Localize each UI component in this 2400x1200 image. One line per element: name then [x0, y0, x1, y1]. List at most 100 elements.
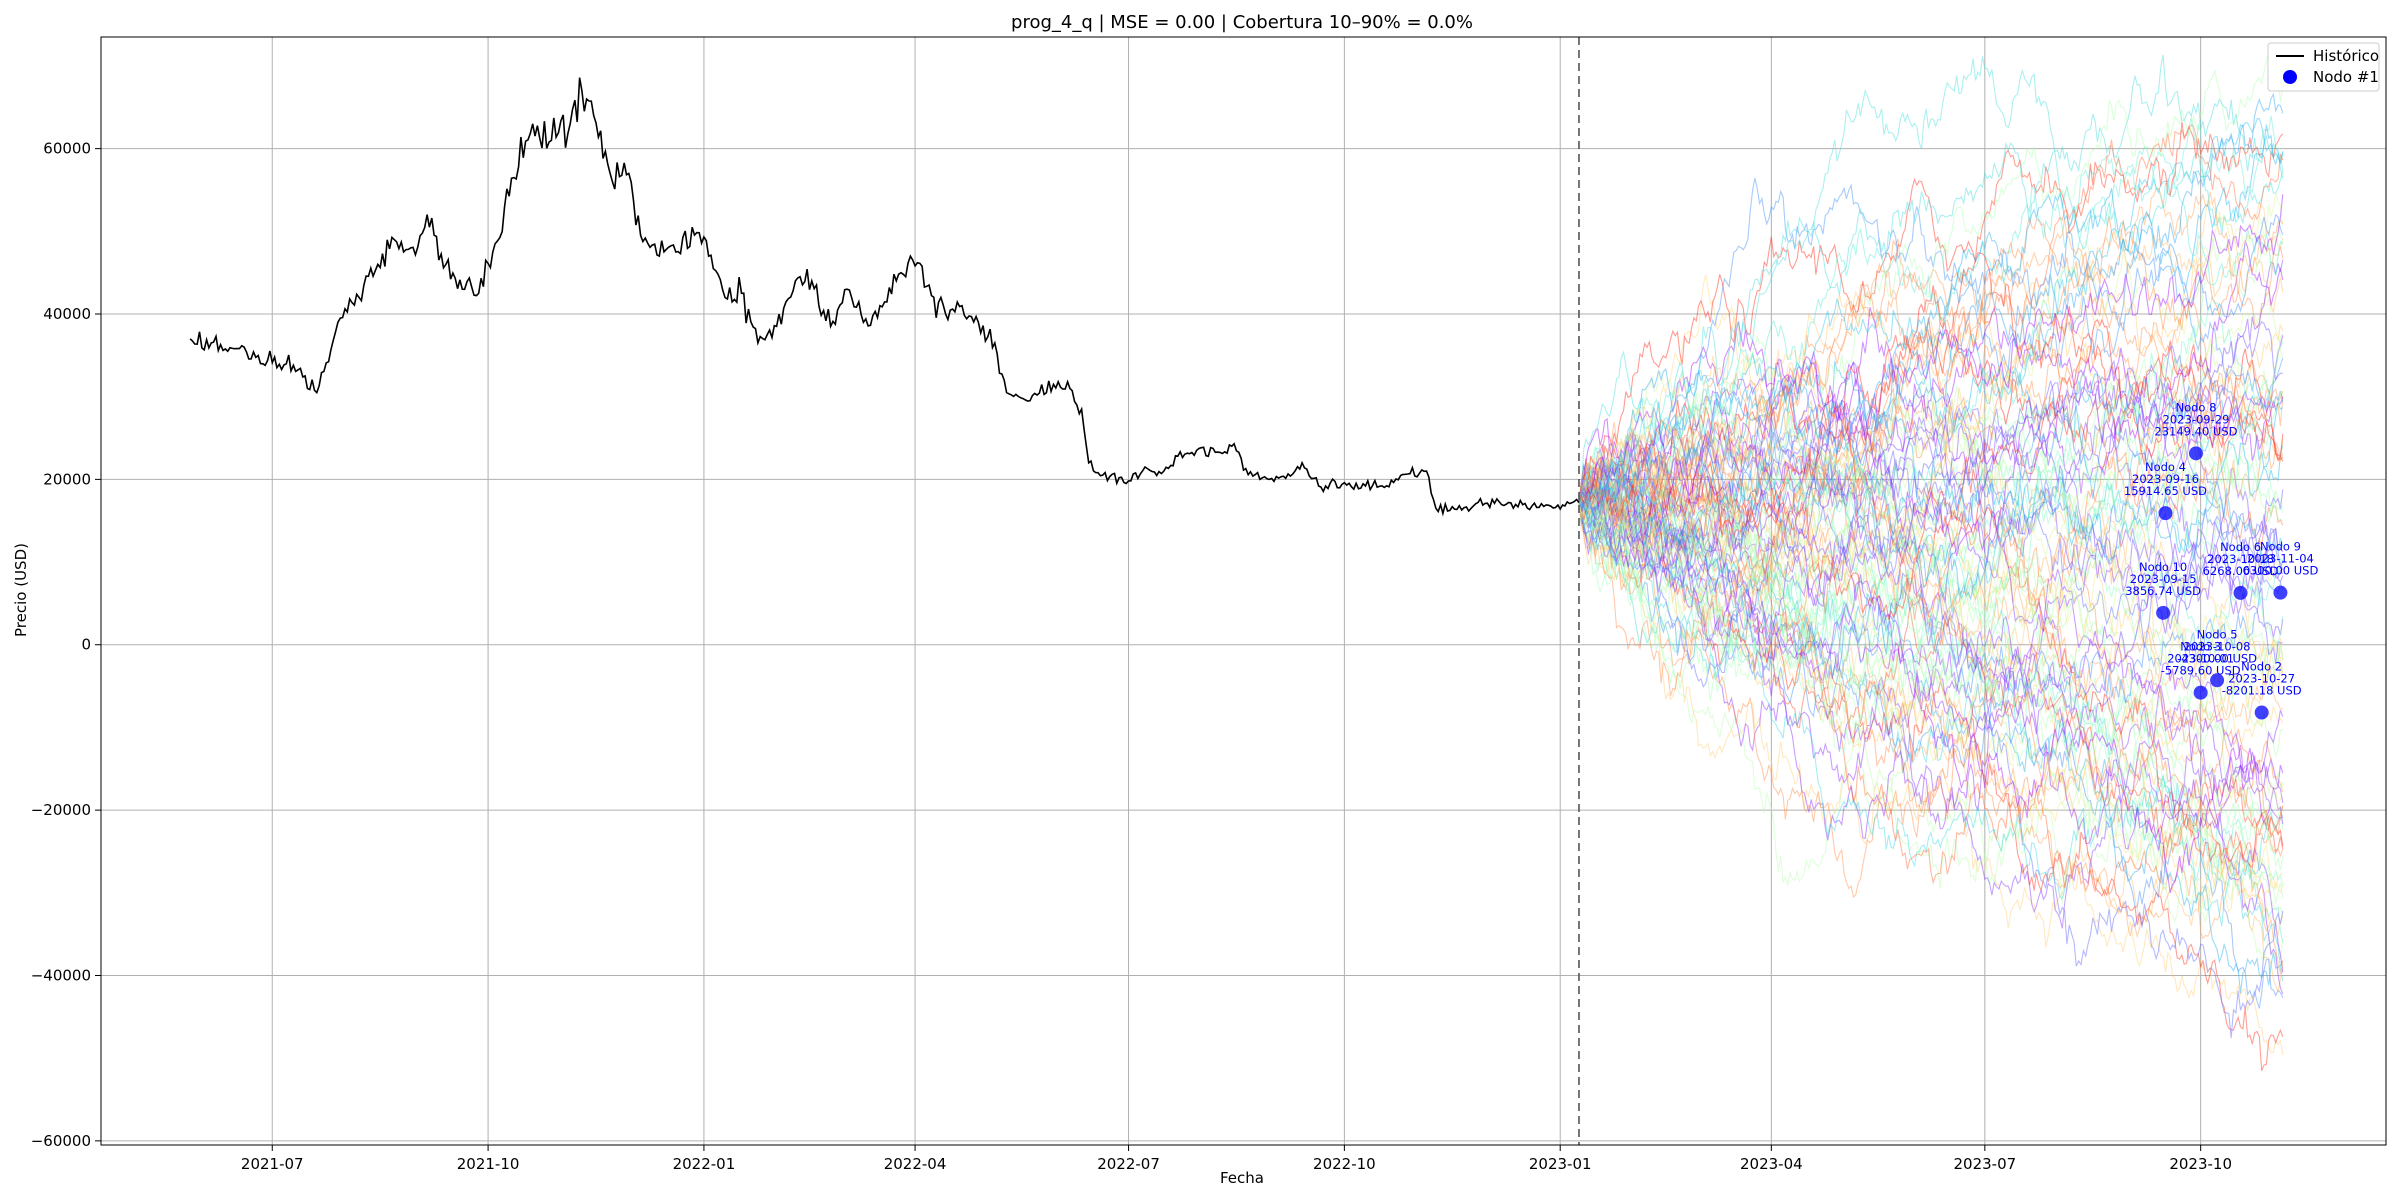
node-label: Nodo 8: [2175, 400, 2216, 414]
chart-title: prog_4_q | MSE = 0.00 | Cobertura 10–90%…: [1011, 12, 1473, 33]
simulation-path: [1578, 456, 2284, 680]
historical-series: [189, 77, 1580, 517]
node-label: 2023-10-01: [2167, 652, 2234, 666]
simulation-path: [1578, 177, 2284, 514]
simulation-path: [1578, 360, 2283, 730]
x-tick-label: 2021-07: [241, 1155, 304, 1173]
simulation-path: [1578, 333, 2284, 520]
simulation-path: [1578, 472, 2284, 909]
simulation-path: [1578, 489, 2284, 1009]
simulation-path: [1578, 388, 2284, 656]
simulation-path: [1578, 115, 2284, 531]
simulation-path: [1578, 418, 2284, 573]
simulation-path: [1578, 462, 2284, 648]
simulation-path: [1578, 240, 2284, 557]
simulation-path: [1578, 461, 2284, 923]
legend-nodo-swatch: [2283, 70, 2297, 84]
historical-line: [189, 77, 1580, 517]
simulation-path: [1578, 398, 2284, 716]
simulation-path: [1578, 466, 2284, 624]
node-label: -4300.00 USD: [2177, 651, 2257, 665]
simulation-path: [1578, 274, 2284, 765]
simulation-path: [1578, 424, 2284, 869]
node-marker: [2156, 605, 2171, 620]
simulation-path: [1578, 56, 2284, 503]
simulation-path: [1578, 461, 2284, 841]
simulation-path: [1578, 216, 2284, 525]
simulation-path: [1578, 92, 2284, 510]
simulation-path: [1578, 294, 2284, 597]
simulation-path: [1578, 361, 2284, 630]
node-label: 3856.74 USD: [2125, 584, 2201, 598]
simulation-path: [1578, 478, 2284, 995]
simulation-path: [1578, 491, 2284, 836]
node-label: Nodo 4: [2145, 460, 2186, 474]
simulation-path: [1578, 215, 2284, 697]
simulation-path: [1578, 259, 2284, 573]
simulation-path: [1578, 360, 2284, 514]
simulation-path: [1578, 483, 2284, 982]
simulation-path: [1578, 464, 2284, 704]
node-label: 6268.00 USD: [2203, 564, 2279, 578]
x-tick-label: 2021-10: [457, 1155, 520, 1173]
node-label: Nodo 9: [2260, 540, 2301, 554]
simulation-path: [1578, 482, 2284, 851]
x-tick-label: 2022-04: [884, 1155, 947, 1173]
simulation-path: [1578, 307, 2284, 512]
simulation-path: [1578, 320, 2283, 557]
node-label: Nodo 10: [2139, 560, 2187, 574]
x-tick-label: 2022-01: [673, 1155, 736, 1173]
simulation-path: [1578, 445, 2284, 904]
simulation-path: [1579, 461, 2284, 936]
node-label: Nodo 3: [2180, 640, 2221, 654]
simulation-path: [1578, 480, 2284, 841]
node-label: 2023-10-08: [2184, 639, 2251, 653]
simulation-path: [1578, 405, 2284, 578]
simulation-path: [1578, 448, 2284, 973]
simulation-path: [1578, 228, 2284, 518]
simulation-path: [1578, 268, 2284, 510]
node-label: Nodo 2: [2241, 660, 2282, 674]
simulation-path: [1578, 461, 2284, 645]
y-axis-ticks: 60000 40000 20000 0 −20000 −40000 −60000: [31, 140, 101, 1150]
simulation-path: [1578, 344, 2284, 620]
simulation-path: [1578, 462, 2284, 668]
simulation-path: [1578, 297, 2284, 738]
y-tick-label: 20000: [43, 470, 91, 488]
simulation-path: [1578, 372, 2284, 638]
node-label: -8201.18 USD: [2222, 684, 2302, 698]
x-tick-label: 2022-10: [1313, 1155, 1376, 1173]
node-label: 2023-09-29: [2163, 412, 2230, 426]
node-label: 2023-11-04: [2247, 552, 2314, 566]
simulation-path: [1578, 478, 2284, 961]
y-tick-label: −60000: [31, 1132, 91, 1150]
simulation-path: [1578, 481, 2284, 825]
simulation-path: [1578, 483, 2284, 1072]
x-axis-label: Fecha: [1220, 1169, 1264, 1187]
simulation-path: [1578, 470, 2284, 927]
simulation-path: [1578, 50, 2284, 534]
y-tick-label: −40000: [31, 966, 91, 984]
simulation-path: [1578, 430, 2284, 974]
y-tick-label: −20000: [31, 801, 91, 819]
node-label: Nodo 6: [2220, 540, 2261, 554]
simulation-path: [1578, 324, 2284, 591]
x-tick-label: 2023-07: [1953, 1155, 2016, 1173]
simulation-path: [1578, 265, 2284, 567]
simulation-path: [1578, 487, 2284, 894]
simulation-path: [1578, 150, 2284, 503]
simulation-path: [1578, 121, 2284, 539]
simulation-path: [1578, 306, 2284, 568]
node-label: -5789.60 USD: [2161, 664, 2241, 678]
simulation-path: [1578, 481, 2284, 994]
simulation-path: [1578, 54, 2284, 525]
legend-nodo-label: Nodo #1: [2313, 68, 2379, 86]
simulation-path: [1578, 177, 2284, 521]
y-tick-label: 60000: [43, 140, 91, 158]
node-label: 2023-09-15: [2130, 572, 2197, 586]
simulation-path: [1578, 487, 2284, 717]
x-tick-label: 2023-04: [1740, 1155, 1803, 1173]
x-axis-ticks: 2021-07 2021-10 2022-01 2022-04 2022-07 2022-…: [241, 1145, 2232, 1173]
